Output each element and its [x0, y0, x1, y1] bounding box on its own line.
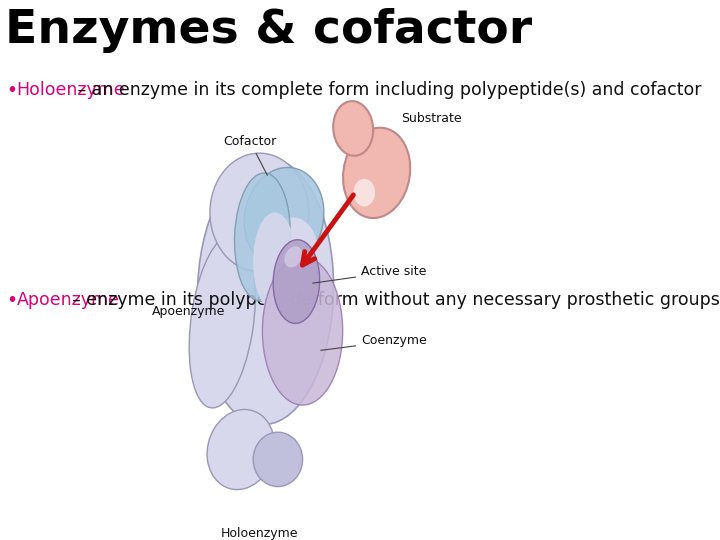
- Ellipse shape: [333, 101, 373, 156]
- Text: •: •: [6, 292, 17, 310]
- Ellipse shape: [253, 212, 297, 311]
- Ellipse shape: [189, 234, 256, 408]
- Ellipse shape: [284, 246, 302, 267]
- Ellipse shape: [197, 158, 333, 424]
- Ellipse shape: [343, 127, 410, 218]
- Text: Active site: Active site: [312, 265, 426, 283]
- Text: Cofactor: Cofactor: [223, 135, 276, 176]
- Text: •: •: [6, 81, 17, 100]
- Ellipse shape: [269, 218, 318, 287]
- Text: – an enzyme in its complete form including polypeptide(s) and cofactor: – an enzyme in its complete form includi…: [17, 81, 701, 99]
- Ellipse shape: [273, 240, 320, 323]
- Ellipse shape: [207, 409, 274, 490]
- Text: Holoenzyme: Holoenzyme: [17, 81, 125, 99]
- Text: Holoenzyme: Holoenzyme: [220, 527, 298, 540]
- Text: Enzymes & cofactor: Enzymes & cofactor: [5, 8, 532, 53]
- Ellipse shape: [244, 167, 324, 267]
- Text: Coenzyme: Coenzyme: [320, 334, 427, 350]
- Ellipse shape: [235, 173, 290, 301]
- Ellipse shape: [210, 153, 309, 272]
- Text: Apoenzyme: Apoenzyme: [152, 305, 225, 318]
- Ellipse shape: [253, 432, 302, 487]
- Text: Substrate: Substrate: [401, 112, 462, 125]
- Text: Apoenzyme: Apoenzyme: [17, 292, 120, 309]
- Text: – enzyme in its polypeptide form without any necessary prosthetic groups or cofa: – enzyme in its polypeptide form without…: [17, 292, 720, 309]
- Ellipse shape: [354, 179, 375, 206]
- Ellipse shape: [262, 257, 343, 405]
